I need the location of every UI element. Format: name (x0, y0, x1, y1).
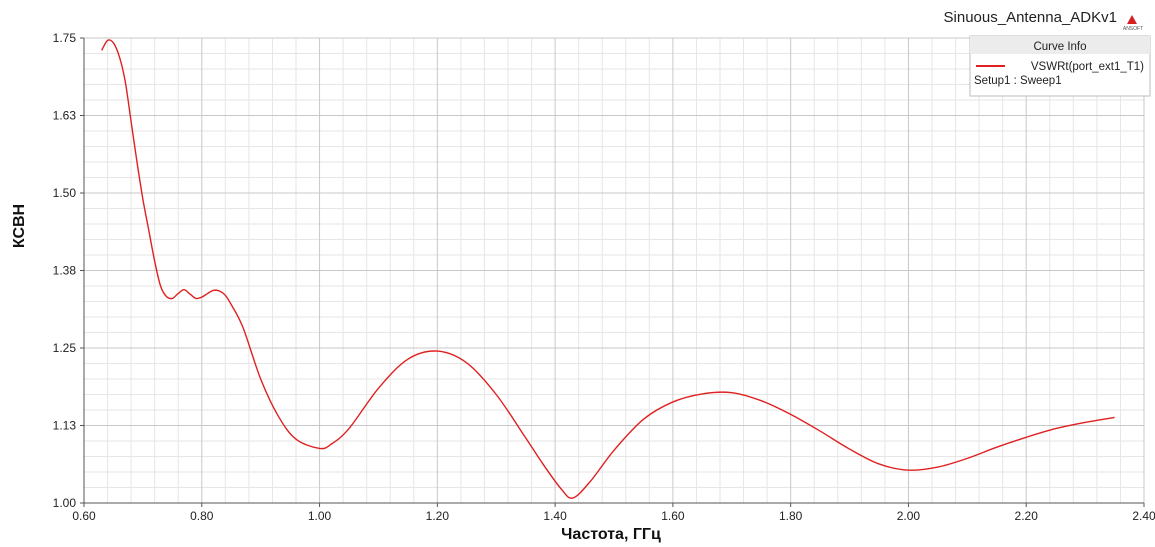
x-tick-label: 2.20 (1015, 509, 1039, 523)
legend-header (970, 36, 1150, 54)
x-tick-label: 2.40 (1132, 509, 1155, 523)
x-tick-label: 1.00 (308, 509, 332, 523)
legend[interactable]: Curve Info VSWRt(port_ext1_T1) Setup1 : … (969, 35, 1151, 97)
x-tick-label: 1.60 (661, 509, 685, 523)
legend-header-label: Curve Info (1033, 41, 1086, 53)
y-tick-label: 1.13 (53, 419, 77, 433)
x-tick-label: 1.20 (426, 509, 450, 523)
x-axis-title: Частота, ГГц (561, 526, 661, 543)
x-tick-label: 0.60 (72, 509, 96, 523)
ansoft-triangle-logo-icon (1127, 15, 1137, 24)
ansoft-logo: ANSOFT (1123, 15, 1143, 32)
y-tick-label: 1.00 (53, 496, 77, 510)
y-tick-label: 1.50 (53, 186, 77, 200)
y-tick-label: 1.75 (53, 31, 77, 45)
y-tick-label: 1.38 (53, 264, 77, 278)
x-tick-label: 1.80 (779, 509, 803, 523)
legend-series-label: VSWRt(port_ext1_T1) (1031, 61, 1144, 73)
x-tick-label: 1.40 (543, 509, 567, 523)
legend-series-sublabel: Setup1 : Sweep1 (974, 75, 1062, 87)
logo-text: ANSOFT (1123, 26, 1143, 32)
x-tick-label: 2.00 (897, 509, 921, 523)
vswr-curve (101, 39, 1115, 499)
plot-title: Sinuous_Antenna_ADKv1 (944, 9, 1117, 26)
y-tick-label: 1.25 (53, 341, 77, 355)
x-tick-label: 0.80 (190, 509, 214, 523)
x-tick-labels: 0.60 0.80 1.00 1.20 1.40 1.60 1.80 2.00 2.20 2.40 (72, 503, 1155, 523)
major-grid (84, 37, 1145, 503)
y-tick-label: 1.63 (53, 109, 77, 123)
y-axis-title: КСВН (11, 204, 28, 248)
y-tick-labels: 1.00 1.13 1.25 1.38 1.50 1.63 1.75 (53, 31, 84, 510)
